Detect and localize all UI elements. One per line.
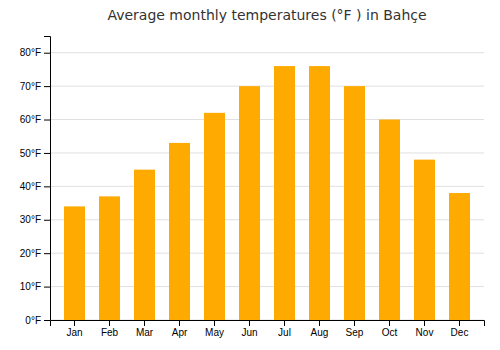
tick-mark	[44, 186, 50, 187]
tick-label: Feb	[101, 327, 119, 338]
x-tick: Jun	[241, 320, 257, 338]
tick-label: May	[205, 327, 224, 338]
tick-label: Mar	[136, 327, 154, 338]
tick-label: 30°F	[20, 214, 41, 225]
bar	[134, 170, 155, 320]
tick-label: Sep	[346, 327, 364, 338]
x-axis: Jan Feb Mar Apr May Jun Jul Aug Sep Oct Nov Dec	[51, 320, 485, 338]
tick-label: Aug	[311, 327, 329, 338]
bar	[204, 113, 225, 320]
tick-label: 10°F	[20, 281, 41, 292]
y-tick: 30°F	[20, 214, 50, 225]
grid-line	[50, 86, 484, 87]
y-tick: 50°F	[20, 148, 50, 159]
tick-mark	[389, 320, 390, 326]
tick-label: 50°F	[20, 148, 41, 159]
tick-mark	[214, 320, 215, 326]
x-tick: Oct	[382, 320, 398, 338]
x-tick: Apr	[172, 320, 188, 338]
x-tick: Jan	[66, 320, 82, 338]
y-tick: 20°F	[20, 248, 50, 259]
tick-mark	[424, 320, 425, 326]
tick-label: Oct	[382, 327, 398, 338]
tick-label: Jun	[241, 327, 257, 338]
bar	[64, 206, 85, 320]
bar	[99, 196, 120, 320]
bar	[169, 143, 190, 320]
tick-mark	[459, 320, 460, 326]
tick-label: Apr	[172, 327, 188, 338]
tick-label: 40°F	[20, 181, 41, 192]
grid-line	[50, 52, 484, 53]
bar	[379, 120, 400, 320]
tick-label: 0°F	[25, 315, 41, 326]
y-tick: 80°F	[20, 47, 50, 58]
tick-mark	[179, 320, 180, 326]
tick-mark	[44, 153, 50, 154]
tick-label: Jul	[278, 327, 291, 338]
tick-label: Nov	[416, 327, 434, 338]
plot: Jan Feb Mar Apr May Jun Jul Aug Sep Oct Nov Dec 0°F 1…	[20, 37, 485, 339]
bars	[64, 66, 470, 320]
tick-mark	[74, 320, 75, 326]
y-tick: 70°F	[20, 81, 50, 92]
tick-mark	[44, 253, 50, 254]
bar	[449, 193, 470, 320]
y-axis: 0°F 10°F 20°F 30°F 40°F 50°F 60°F 70°F 80°F	[20, 37, 51, 326]
bar	[274, 66, 295, 320]
tick-label: 60°F	[20, 114, 41, 125]
tick-mark	[319, 320, 320, 326]
tick-mark	[144, 320, 145, 326]
y-tick: 10°F	[20, 281, 50, 292]
bar	[414, 160, 435, 320]
tick-label: Jan	[66, 327, 82, 338]
bar	[344, 86, 365, 320]
tick-mark	[109, 320, 110, 326]
tick-mark	[249, 320, 250, 326]
chart: Jan Feb Mar Apr May Jun Jul Aug Sep Oct Nov Dec 0°F 1…	[0, 0, 500, 350]
tick-label: 20°F	[20, 248, 41, 259]
x-tick: Aug	[311, 320, 329, 338]
y-tick: 60°F	[20, 114, 50, 125]
y-tick: 40°F	[20, 181, 50, 192]
x-tick: Nov	[416, 320, 434, 338]
x-tick: Sep	[346, 320, 364, 338]
grid	[50, 53, 484, 320]
tick-label: 80°F	[20, 47, 41, 58]
tick-mark	[44, 120, 50, 121]
y-tick: 0°F	[25, 315, 50, 326]
tick-label: Dec	[451, 327, 469, 338]
x-tick: Dec	[451, 320, 469, 338]
grid-line	[50, 152, 484, 153]
bar	[309, 66, 330, 320]
bar	[239, 86, 260, 320]
x-tick: Jul	[278, 320, 291, 338]
x-tick: Mar	[136, 320, 154, 338]
axis-line	[44, 37, 51, 321]
grid-line	[50, 119, 484, 120]
x-tick: Feb	[101, 320, 119, 338]
tick-mark	[44, 320, 50, 321]
tick-mark	[44, 287, 50, 288]
tick-label: 70°F	[20, 81, 41, 92]
title: Average monthly temperatures (°F ) in Ba…	[107, 7, 426, 23]
tick-mark	[44, 53, 50, 54]
tick-mark	[44, 220, 50, 221]
tick-mark	[284, 320, 285, 326]
tick-mark	[44, 86, 50, 87]
tick-mark	[354, 320, 355, 326]
x-tick: May	[205, 320, 224, 338]
axis-line	[51, 321, 485, 327]
